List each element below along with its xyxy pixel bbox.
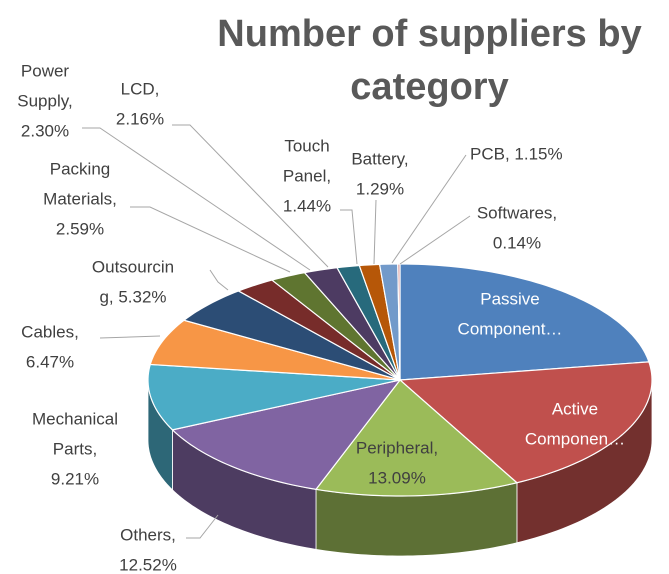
- slice: [303, 267, 401, 381]
- data-label: Peripheral,: [356, 438, 438, 457]
- leader-line: [399, 215, 471, 265]
- data-label: Power: [21, 61, 70, 80]
- slice: [397, 263, 401, 381]
- data-label: Passive: [480, 289, 540, 308]
- data-label: Outsourcin: [92, 257, 174, 276]
- data-label: 2.16%: [116, 109, 164, 128]
- leader-line: [186, 514, 219, 539]
- data-label: 2.30%: [21, 121, 69, 140]
- data-label: LCD,: [121, 79, 160, 98]
- data-label: Softwares,: [477, 203, 557, 222]
- data-label: 1.44%: [283, 196, 331, 215]
- slice: [147, 363, 401, 431]
- data-label: Cables,: [21, 322, 79, 341]
- slice: [399, 263, 650, 381]
- data-label: 1.29%: [356, 179, 404, 198]
- leader-line: [340, 209, 358, 265]
- data-label: Mechanical: [32, 409, 118, 428]
- data-label: Battery,: [351, 149, 408, 168]
- data-label: Materials,: [43, 189, 117, 208]
- data-label: 12.52%: [119, 555, 177, 574]
- data-label: 13.09%: [368, 468, 426, 487]
- leader-line: [99, 335, 161, 339]
- data-label: Others,: [120, 525, 176, 544]
- data-label: 2.59%: [56, 219, 104, 238]
- data-label: Componen…: [525, 429, 625, 448]
- leader-line: [172, 124, 329, 268]
- chart-title: Number of suppliers by category: [217, 13, 642, 108]
- slice: [182, 290, 401, 381]
- data-label: 0.14%: [493, 233, 541, 252]
- leader-line: [373, 199, 377, 265]
- leader-line: [391, 154, 467, 264]
- leader-line: [82, 127, 311, 271]
- data-label: Packing: [50, 159, 110, 178]
- leader-line: [209, 269, 229, 291]
- data-label: 6.47%: [26, 352, 74, 371]
- data-label: Active: [552, 399, 598, 418]
- leader-line: [130, 206, 291, 273]
- data-label: PCB, 1.15%: [470, 144, 563, 163]
- data-label: 9.21%: [51, 469, 99, 488]
- data-label: Touch: [284, 136, 329, 155]
- data-label: Parts,: [53, 439, 97, 458]
- slice: [270, 271, 401, 381]
- data-label: Supply,: [17, 91, 72, 110]
- data-label: Panel,: [283, 166, 331, 185]
- slice: [314, 379, 519, 497]
- slice: [149, 319, 401, 381]
- slice: [237, 279, 401, 381]
- data-label: g, 5.32%: [99, 287, 166, 306]
- slice: [171, 379, 402, 491]
- slice: [398, 361, 653, 484]
- data-label: Component…: [458, 319, 563, 338]
